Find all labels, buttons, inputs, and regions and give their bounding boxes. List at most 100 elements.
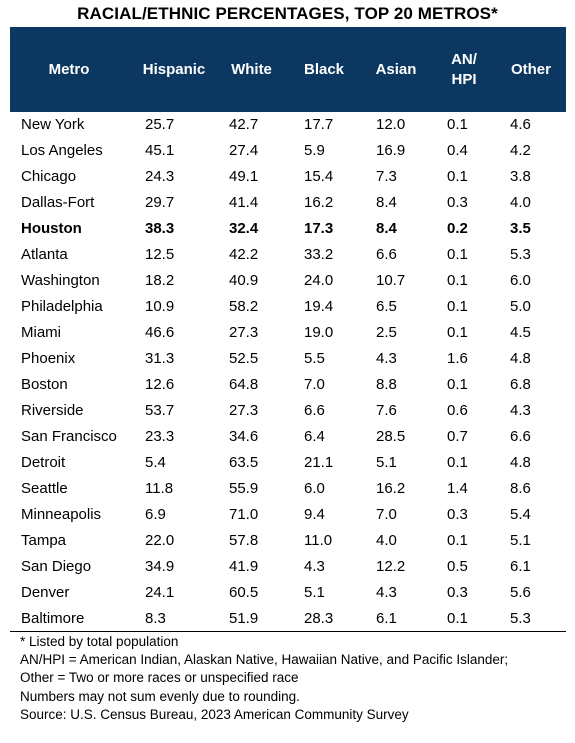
value-cell: 19.4 — [304, 298, 334, 315]
value-cell: 4.3 — [510, 402, 531, 419]
value-cell: 1.6 — [447, 350, 468, 367]
value-cell: 28.3 — [304, 610, 334, 627]
value-cell: 8.4 — [376, 194, 397, 211]
value-cell: 4.3 — [304, 558, 325, 575]
note-source: Source: U.S. Census Bureau, 2023 America… — [20, 706, 409, 722]
value-cell: 0.4 — [447, 142, 468, 159]
value-cell: 0.1 — [447, 168, 468, 185]
column-header-hispanic: Hispanic — [142, 60, 206, 78]
metro-name: New York — [21, 116, 85, 133]
value-cell: 7.6 — [376, 402, 397, 419]
value-cell: 0.6 — [447, 402, 468, 419]
table-row: Boston 12.6 64.8 7.0 8.8 0.1 6.8 — [10, 372, 566, 398]
value-cell: 0.5 — [447, 558, 468, 575]
table-row: San Francisco 23.3 34.6 6.4 28.5 0.7 6.6 — [10, 424, 566, 450]
table-row: Atlanta 12.5 42.2 33.2 6.6 0.1 5.3 — [10, 242, 566, 268]
value-cell: 0.1 — [447, 376, 468, 393]
column-header-metro: Metro — [48, 60, 90, 78]
metro-name: Washington — [21, 272, 100, 289]
value-cell: 0.1 — [447, 246, 468, 263]
column-header-black: Black — [303, 60, 345, 78]
value-cell: 7.0 — [304, 376, 325, 393]
table-row: Tampa 22.0 57.8 11.0 4.0 0.1 5.1 — [10, 528, 566, 554]
value-cell: 27.3 — [229, 324, 259, 341]
value-cell: 16.2 — [304, 194, 334, 211]
table-bottom-border — [10, 631, 566, 632]
metro-name: Tampa — [21, 532, 67, 549]
value-cell: 3.8 — [510, 168, 531, 185]
value-cell: 31.3 — [145, 350, 175, 367]
value-cell: 6.8 — [510, 376, 531, 393]
value-cell: 71.0 — [229, 506, 259, 523]
table-row: Seattle 11.8 55.9 6.0 16.2 1.4 8.6 — [10, 476, 566, 502]
value-cell: 4.8 — [510, 454, 531, 471]
value-cell: 16.2 — [376, 480, 406, 497]
value-cell: 6.6 — [304, 402, 325, 419]
value-cell: 0.1 — [447, 116, 468, 133]
value-cell: 0.1 — [447, 454, 468, 471]
value-cell: 51.9 — [229, 610, 259, 627]
value-cell: 8.3 — [145, 610, 166, 627]
value-cell: 6.9 — [145, 506, 166, 523]
value-cell: 12.0 — [376, 116, 406, 133]
value-cell: 12.5 — [145, 246, 175, 263]
value-cell: 0.7 — [447, 428, 468, 445]
value-cell: 3.5 — [510, 220, 531, 237]
metro-name: Baltimore — [21, 610, 85, 627]
value-cell: 4.6 — [510, 116, 531, 133]
value-cell: 41.9 — [229, 558, 259, 575]
value-cell: 0.1 — [447, 324, 468, 341]
value-cell: 17.3 — [304, 220, 334, 237]
value-cell: 0.1 — [447, 610, 468, 627]
table-body: New York 25.7 42.7 17.7 12.0 0.1 4.6 Los Angele… — [10, 112, 566, 632]
value-cell: 33.2 — [304, 246, 334, 263]
value-cell: 0.1 — [447, 272, 468, 289]
value-cell: 46.6 — [145, 324, 175, 341]
table-row: Philadelphia 10.9 58.2 19.4 6.5 0.1 5.0 — [10, 294, 566, 320]
value-cell: 10.7 — [376, 272, 406, 289]
value-cell: 42.2 — [229, 246, 259, 263]
value-cell: 22.0 — [145, 532, 175, 549]
table-row: Dallas-Fort 29.7 41.4 16.2 8.4 0.3 4.0 — [10, 190, 566, 216]
metro-name: Miami — [21, 324, 61, 341]
column-header-asian: Asian — [375, 60, 417, 78]
metro-name: Riverside — [21, 402, 84, 419]
value-cell: 12.2 — [376, 558, 406, 575]
value-cell: 7.3 — [376, 168, 397, 185]
metro-name: Phoenix — [21, 350, 76, 367]
value-cell: 57.8 — [229, 532, 259, 549]
value-cell: 58.2 — [229, 298, 259, 315]
value-cell: 5.3 — [510, 610, 531, 627]
value-cell: 6.0 — [304, 480, 325, 497]
value-cell: 5.0 — [510, 298, 531, 315]
column-header-white: White — [231, 60, 272, 78]
value-cell: 45.1 — [145, 142, 175, 159]
value-cell: 6.1 — [510, 558, 531, 575]
value-cell: 0.3 — [447, 506, 468, 523]
value-cell: 16.9 — [376, 142, 406, 159]
metro-name: Dallas-Fort — [21, 194, 95, 211]
value-cell: 5.3 — [510, 246, 531, 263]
value-cell: 11.8 — [145, 480, 174, 497]
table-row: Baltimore 8.3 51.9 28.3 6.1 0.1 5.3 — [10, 606, 566, 632]
value-cell: 0.2 — [447, 220, 468, 237]
value-cell: 4.8 — [510, 350, 531, 367]
value-cell: 6.6 — [376, 246, 397, 263]
value-cell: 6.4 — [304, 428, 325, 445]
value-cell: 5.1 — [510, 532, 531, 549]
value-cell: 4.5 — [510, 324, 531, 341]
value-cell: 5.1 — [376, 454, 397, 471]
metro-name: Seattle — [21, 480, 68, 497]
value-cell: 4.2 — [510, 142, 531, 159]
value-cell: 34.9 — [145, 558, 175, 575]
value-cell: 18.2 — [145, 272, 175, 289]
value-cell: 25.7 — [145, 116, 175, 133]
table-row: Denver 24.1 60.5 5.1 4.3 0.3 5.6 — [10, 580, 566, 606]
value-cell: 5.6 — [510, 584, 531, 601]
value-cell: 2.5 — [376, 324, 397, 341]
value-cell: 4.0 — [376, 532, 397, 549]
table-header: Metro Hispanic White Black Asian AN/HPI … — [10, 27, 566, 112]
note-rounding: Numbers may not sum evenly due to roundi… — [20, 688, 300, 704]
table-row: Chicago 24.3 49.1 15.4 7.3 0.1 3.8 — [10, 164, 566, 190]
value-cell: 32.4 — [229, 220, 259, 237]
